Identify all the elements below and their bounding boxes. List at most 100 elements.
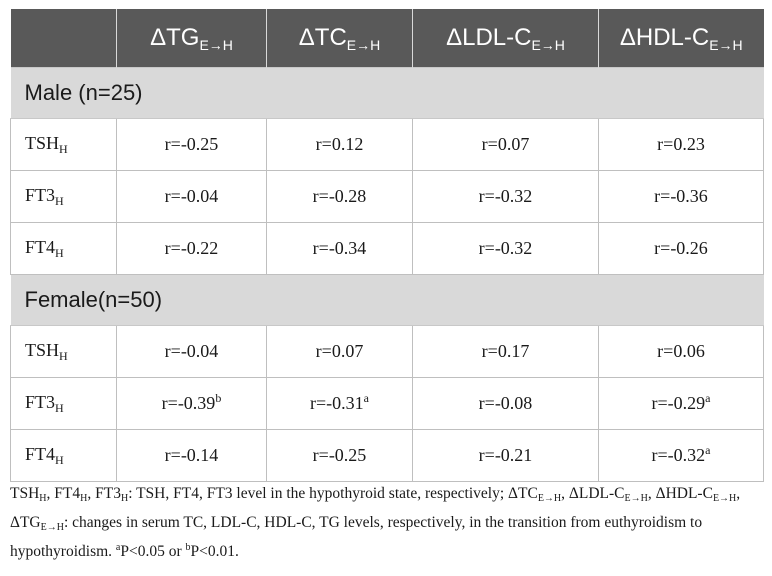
correlation-value: r=-0.29: [651, 393, 706, 413]
footnote-text: , ΔLDL-C: [561, 485, 625, 502]
row-variable: FT3H: [10, 377, 117, 430]
footnote-subscript: E→H: [712, 493, 737, 504]
column-header-subscript: E→H: [199, 36, 233, 53]
variable-name: FT3: [25, 184, 56, 205]
significance-mark: a: [363, 391, 369, 405]
variable-name: FT3: [25, 391, 56, 412]
table-row: FT3H r=-0.04 r=-0.28 r=-0.32 r=-0.36: [10, 170, 764, 223]
group-label: Female(n=50): [10, 274, 764, 326]
correlation-value: r=0.07: [315, 341, 364, 361]
footnote-subscript: E→H: [537, 493, 562, 504]
significance-mark: a: [705, 443, 711, 457]
correlation-value: r=0.06: [657, 341, 705, 361]
correlation-value: r=0.23: [657, 134, 705, 154]
footnote-text: : TSH, FT4, FT3 level in the hypothyroid…: [128, 485, 538, 502]
variable-name: FT4: [25, 236, 56, 257]
row-variable: TSHH: [10, 118, 117, 171]
table-row: TSHH r=-0.04 r=0.07 r=0.17 r=0.06: [10, 325, 764, 378]
correlation-cell: r=0.17: [412, 325, 599, 378]
column-header-subscript: E→H: [346, 36, 381, 53]
footnote-text: : changes in serum TC, LDL-C, HDL-C, TG …: [10, 514, 703, 560]
correlation-cell: r=-0.25: [116, 118, 267, 171]
variable-subscript: H: [59, 141, 68, 156]
correlation-table-container: ΔTGE→H ΔTCE→H ΔLDL-CE→H ΔHDL-CE→H Male (n=2…: [10, 9, 764, 482]
correlation-value: r=-0.22: [164, 238, 219, 258]
footnote-text: TSH: [10, 485, 40, 502]
correlation-value: r=-0.36: [654, 186, 708, 206]
significance-mark: b: [215, 391, 222, 405]
correlation-value: r=-0.08: [478, 393, 533, 413]
table-row: FT3H r=-0.39b r=-0.31a r=-0.08 r=-0.29a: [10, 377, 764, 430]
column-header: ΔLDL-CE→H: [412, 9, 599, 68]
row-variable: TSHH: [10, 325, 117, 378]
correlation-cell: r=-0.26: [598, 222, 764, 275]
table-row: FT4H r=-0.14 r=-0.25 r=-0.21 r=-0.32a: [10, 429, 764, 482]
correlation-value: r=-0.21: [478, 445, 533, 465]
correlation-table: ΔTGE→H ΔTCE→H ΔLDL-CE→H ΔHDL-CE→H Male (n=2…: [10, 9, 764, 482]
correlation-value: r=-0.32: [478, 186, 533, 206]
correlation-cell: r=-0.21: [412, 429, 599, 482]
footnote-subscript: H: [80, 493, 88, 504]
significance-mark: a: [705, 391, 711, 405]
footnote-text: , ΔTG: [10, 485, 741, 531]
column-header-subscript: E→H: [531, 36, 565, 53]
correlation-value: r=-0.39: [161, 393, 216, 413]
column-header-label: ΔTC: [298, 23, 347, 51]
column-header-label: ΔHDL-C: [619, 23, 710, 51]
correlation-value: r=0.12: [315, 134, 364, 154]
table-footnote: TSHH, FT4H, FT3H: TSH, FT4, FT3 level in…: [10, 482, 765, 564]
group-row: Female(n=50): [10, 274, 764, 326]
correlation-cell: r=-0.32: [412, 222, 599, 275]
correlation-cell: r=-0.32: [412, 170, 599, 223]
correlation-value: r=0.17: [481, 341, 530, 361]
correlation-cell: r=0.07: [412, 118, 599, 171]
footnote-text: P<0.01.: [190, 543, 239, 560]
variable-subscript: H: [55, 193, 64, 208]
variable-subscript: H: [55, 245, 64, 260]
column-header: ΔTCE→H: [266, 9, 413, 68]
correlation-value: r=-0.26: [654, 238, 708, 258]
correlation-value: r=-0.31: [310, 393, 364, 413]
correlation-value: r=-0.25: [312, 445, 367, 465]
variable-subscript: H: [59, 348, 68, 363]
row-variable: FT4H: [10, 222, 117, 275]
correlation-cell: r=-0.31a: [266, 377, 413, 430]
correlation-value: r=0.07: [481, 134, 530, 154]
correlation-cell: r=0.07: [266, 325, 413, 378]
footnote-subscript: H: [39, 493, 47, 504]
correlation-value: r=-0.25: [164, 134, 219, 154]
correlation-value: r=-0.14: [164, 445, 219, 465]
correlation-cell: r=-0.04: [116, 170, 267, 223]
correlation-cell: r=-0.04: [116, 325, 267, 378]
correlation-cell: r=0.23: [598, 118, 764, 171]
column-header: ΔTGE→H: [116, 9, 267, 68]
correlation-value: r=-0.28: [312, 186, 367, 206]
variable-subscript: H: [55, 452, 64, 467]
group-label: Male (n=25): [10, 67, 764, 119]
correlation-cell: r=-0.14: [116, 429, 267, 482]
table-row: TSHH r=-0.25 r=0.12 r=0.07 r=0.23: [10, 118, 764, 171]
correlation-cell: r=-0.25: [266, 429, 413, 482]
correlation-cell: r=-0.32a: [598, 429, 764, 482]
row-variable: FT4H: [10, 429, 117, 482]
column-header: ΔHDL-CE→H: [598, 9, 764, 68]
footnote-superscript: a: [115, 542, 121, 553]
correlation-cell: r=-0.08: [412, 377, 599, 430]
correlation-cell: r=-0.29a: [598, 377, 764, 430]
variable-subscript: H: [55, 400, 64, 415]
footnote-text: , FT4: [46, 485, 81, 502]
group-row: Male (n=25): [10, 67, 764, 119]
correlation-cell: r=-0.39b: [116, 377, 267, 430]
correlation-cell: r=-0.36: [598, 170, 764, 223]
column-header-label: ΔTG: [150, 23, 200, 51]
row-variable: FT3H: [10, 170, 117, 223]
correlation-cell: r=-0.28: [266, 170, 413, 223]
correlation-value: r=-0.34: [312, 238, 367, 258]
footnote-text: , ΔHDL-C: [647, 485, 713, 502]
correlation-value: r=-0.04: [164, 186, 219, 206]
table-row: FT4H r=-0.22 r=-0.34 r=-0.32 r=-0.26: [10, 222, 764, 275]
header-cell-empty: [10, 9, 117, 68]
column-header-subscript: E→H: [709, 36, 743, 53]
column-header-label: ΔLDL-C: [446, 23, 532, 51]
footnote-superscript: b: [185, 542, 191, 553]
